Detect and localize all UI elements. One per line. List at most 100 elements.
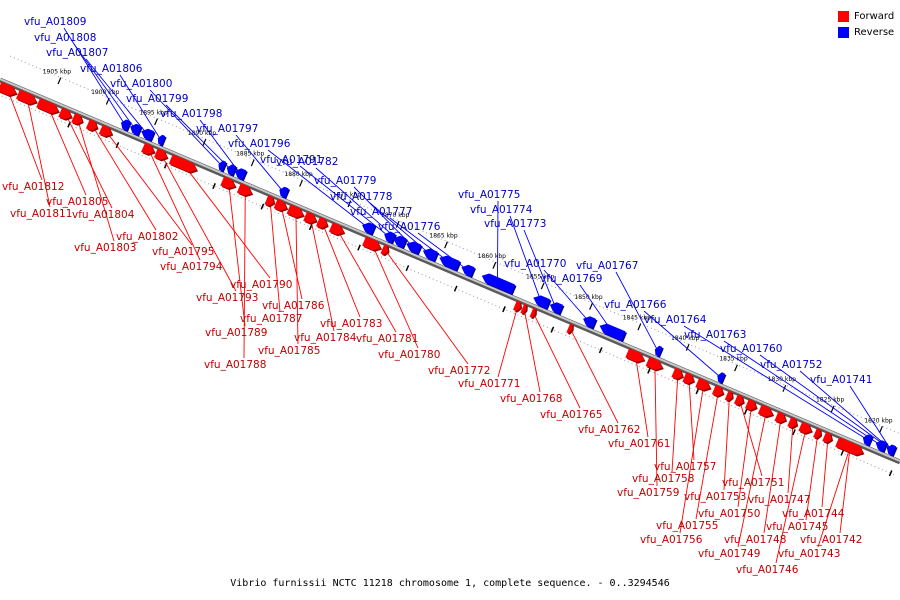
- forward-gene-label: vfu_A01812: [2, 181, 64, 193]
- ruler-tick-label: 1840 kbp: [671, 335, 699, 342]
- gene-leader-line: [497, 306, 519, 378]
- gene-leader-line: [26, 97, 51, 208]
- reverse-gene-label: vfu_A01764: [644, 314, 707, 326]
- forward-gene-label: vfu_A01753: [684, 491, 746, 503]
- forward-gene-label: vfu_A01748: [724, 534, 786, 546]
- reverse-gene-label: vfu_A01770: [504, 258, 566, 270]
- inner-tick: [743, 408, 748, 415]
- forward-gene-arrow: [98, 124, 112, 137]
- reverse-gene-label: vfu_A01776: [378, 221, 441, 233]
- gene-leader-line: [737, 405, 753, 508]
- gene-leader-line: [799, 370, 891, 450]
- gene-leader-line: [635, 356, 649, 438]
- gene-leader-line: [775, 428, 807, 564]
- ruler-tick: [154, 118, 158, 126]
- gene-leader-line: [817, 447, 851, 548]
- reverse-gene-arrow: [583, 316, 596, 329]
- ruler-tick-label: 1895 kbp: [139, 110, 167, 117]
- gene-leader-line: [322, 223, 361, 318]
- map-caption: Vibrio furnissii NCTC 11218 chromosome 1…: [230, 578, 670, 589]
- reverse-swatch: [838, 26, 849, 38]
- gene-leader-line: [849, 385, 891, 450]
- reverse-gene-label: vfu_A01766: [604, 299, 667, 311]
- forward-gene-arrow: [316, 216, 328, 229]
- reverse-gene-arrow: [362, 222, 376, 235]
- inner-tick: [502, 306, 506, 313]
- inner-tick: [550, 326, 555, 333]
- forward-gene-arrow: [774, 411, 786, 423]
- gene-leader-line: [615, 271, 659, 351]
- ruler-tick-label: 1855 kbp: [526, 274, 554, 281]
- reverse-gene-label: vfu_A01741: [810, 374, 872, 386]
- ruler-tick: [540, 282, 545, 290]
- reverse-gene-label: vfu_A01807: [46, 47, 108, 59]
- reverse-gene-label: vfu_A01806: [80, 63, 143, 75]
- gene-leader-line: [310, 218, 335, 332]
- reverse-gene-arrow: [130, 123, 142, 136]
- reverse-gene-arrow: [393, 235, 407, 248]
- ruler-tick: [589, 302, 593, 310]
- forward-gene-label: vfu_A01762: [578, 424, 640, 436]
- forward-gene-label: vfu_A01755: [656, 520, 718, 532]
- reverse-gene-label: vfu_A01763: [684, 329, 746, 341]
- forward-gene-arrow: [0, 81, 17, 96]
- reverse-gene-label: vfu_A01777: [350, 206, 412, 218]
- forward-gene-arrow: [813, 427, 821, 439]
- reverse-gene-arrow: [279, 186, 289, 198]
- ruler-tick-label: 1880 kbp: [284, 171, 312, 178]
- forward-gene-label: vfu_A01749: [698, 548, 760, 560]
- reverse-gene-arrow: [599, 323, 626, 341]
- forward-gene-label: vfu_A01790: [230, 279, 292, 291]
- forward-gene-arrow: [625, 348, 644, 363]
- gene-leader-line: [523, 308, 541, 393]
- gene-leader-line: [579, 284, 612, 332]
- gene-leader-line: [787, 423, 794, 494]
- forward-gene-arrow: [734, 394, 744, 406]
- forward-gene-arrow: [822, 431, 832, 443]
- forward-gene-arrow: [711, 384, 723, 397]
- gene-leader-line: [243, 190, 246, 359]
- ruler-tick: [250, 159, 255, 167]
- forward-gene-arrow: [58, 107, 72, 120]
- forward-gene-label: vfu_A01757: [654, 461, 716, 473]
- reverse-gene-arrow: [218, 160, 226, 171]
- forward-gene-arrow: [798, 421, 812, 434]
- forward-gene-label: vfu_A01768: [500, 393, 562, 405]
- reverse-gene-label: vfu_A01769: [540, 273, 602, 285]
- forward-gene-label: vfu_A01756: [640, 534, 703, 546]
- forward-gene-arrow: [264, 195, 274, 206]
- reverse-gene-arrow: [235, 168, 247, 180]
- gene-leader-line: [695, 391, 719, 520]
- forward-gene-label: vfu_A01794: [160, 261, 223, 273]
- inner-dotted-line: [0, 94, 895, 476]
- forward-gene-label: vfu_A01785: [258, 345, 320, 357]
- gene-leader-line: [643, 310, 721, 378]
- forward-gene-label: vfu_A01744: [782, 508, 845, 520]
- forward-gene-arrow: [16, 89, 37, 105]
- reverse-gene-label: vfu_A01798: [160, 108, 222, 120]
- forward-gene-arrow: [141, 142, 155, 155]
- ruler-tick-label: 1820 kbp: [864, 417, 892, 424]
- gene-leader-line: [723, 340, 881, 446]
- forward-gene-label: vfu_A01746: [736, 564, 799, 576]
- forward-gene-label: vfu_A01786: [262, 300, 325, 312]
- forward-gene-label: vfu_A01750: [698, 508, 760, 520]
- reverse-gene-label: vfu_A01774: [470, 204, 533, 216]
- forward-gene-arrow: [566, 323, 573, 334]
- forward-gene-label: vfu_A01751: [722, 477, 784, 489]
- gene-leader-line: [315, 167, 400, 241]
- ruler-tick: [734, 364, 738, 372]
- forward-gene-label: vfu_A01765: [540, 409, 602, 421]
- forward-gene-label: vfu_A01784: [294, 332, 357, 344]
- forward-swatch: [838, 10, 849, 22]
- gene-leader-line: [165, 104, 231, 170]
- gene-leader-line: [228, 183, 246, 327]
- ruler-tick-label: 1885 kbp: [236, 151, 264, 158]
- gene-leader-line: [353, 186, 414, 247]
- ruler-tick-label: 1865 kbp: [429, 233, 457, 240]
- forward-gene-arrow: [529, 307, 536, 318]
- legend-forward-label: Forward: [854, 10, 895, 22]
- reverse-gene-arrow: [121, 119, 131, 131]
- gene-leader-line: [384, 249, 469, 365]
